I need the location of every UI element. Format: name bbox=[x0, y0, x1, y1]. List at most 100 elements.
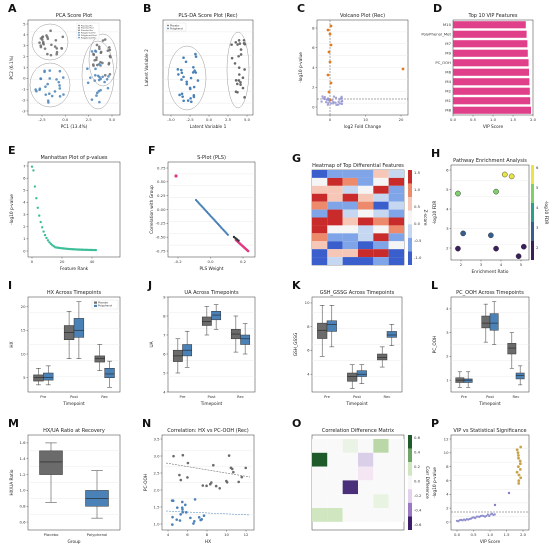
heatmap-cell bbox=[312, 193, 328, 202]
vip-feature-label: PolyPhenol_Met bbox=[421, 32, 451, 37]
x-tick-label: 2 bbox=[460, 262, 463, 267]
panel-D-title: Top 10 VIP Features bbox=[468, 13, 518, 19]
score-point-polyphenol bbox=[192, 66, 195, 69]
volcano-point-ns bbox=[329, 102, 333, 105]
legend-marker bbox=[167, 24, 169, 27]
heatmap-cell bbox=[358, 193, 374, 202]
colorbar: 6 5 4 3 2 -log10 FDR bbox=[531, 165, 549, 260]
y-tick-label: 9 bbox=[163, 294, 166, 299]
score-point-placebo bbox=[243, 96, 246, 99]
x-tick-label: Post bbox=[208, 394, 216, 399]
heatmap-cell bbox=[342, 185, 358, 194]
score-point bbox=[38, 87, 42, 90]
x-tick-label: 0 bbox=[329, 117, 332, 122]
heatmap-cell bbox=[312, 233, 328, 242]
matrix-cell bbox=[358, 480, 374, 495]
score-point bbox=[48, 77, 52, 80]
x-tick-label: 4 bbox=[500, 262, 503, 267]
heatmap-cell bbox=[373, 209, 389, 218]
heatmap-cell bbox=[373, 217, 389, 226]
matrix-cell bbox=[342, 494, 358, 508]
score-point bbox=[60, 47, 64, 50]
colorbar-tick: 0.0 bbox=[414, 479, 421, 484]
y-tick-label: 6 bbox=[163, 351, 166, 356]
volcano-point-sig bbox=[326, 28, 330, 32]
score-point-placebo bbox=[234, 79, 238, 82]
y-tick-label: 2.5 bbox=[153, 470, 160, 475]
matrix-cell bbox=[388, 452, 404, 467]
y-tick-label: 7 bbox=[23, 163, 26, 168]
colorbar-segment bbox=[408, 224, 412, 238]
volcano-point-ns bbox=[340, 99, 344, 103]
legend-label: Polyphenol bbox=[98, 304, 112, 308]
matrix-cell bbox=[342, 452, 358, 467]
volcano-point-ns bbox=[321, 95, 324, 98]
splot-point bbox=[226, 233, 229, 236]
colorbar-label: Corr Difference bbox=[424, 466, 430, 499]
panel-B-ylabel: Latent Variable 2 bbox=[144, 49, 150, 86]
heatmap-cell bbox=[388, 217, 404, 226]
x-tick-label: 0.5 bbox=[470, 532, 477, 537]
y-tick-label: 3 bbox=[446, 330, 449, 335]
volcano-point-sig bbox=[401, 67, 405, 71]
x-tick-label: 1.5 bbox=[510, 117, 517, 122]
panel-H-xlabel: Enrichment Ratio bbox=[471, 269, 508, 275]
volcano-point-sig bbox=[327, 50, 331, 54]
x-tick-label: 0.0 bbox=[206, 117, 213, 122]
volcano-point-ns bbox=[337, 100, 340, 104]
score-point bbox=[55, 78, 58, 81]
y-tick-label: -3 bbox=[22, 108, 26, 113]
colorbar-tick: 3 bbox=[536, 225, 539, 230]
score-point bbox=[99, 60, 102, 64]
matrix-cell bbox=[312, 452, 328, 467]
y-tick-label: -0.75 bbox=[156, 248, 166, 253]
vip-bar bbox=[453, 106, 531, 114]
scatter-point-placebo bbox=[212, 463, 215, 467]
y-tick-label: 0 bbox=[312, 104, 315, 109]
score-point bbox=[107, 75, 110, 78]
x-tick-label: Placebo bbox=[44, 532, 60, 537]
box-iqr bbox=[240, 334, 251, 345]
score-point bbox=[53, 90, 57, 93]
panel-N-xlabel: HX bbox=[205, 539, 211, 545]
panel-letter-B: B bbox=[143, 2, 151, 15]
scatter-point-placebo bbox=[205, 484, 208, 488]
matrix-cell bbox=[373, 508, 389, 522]
panel-letter-N: N bbox=[142, 417, 151, 430]
heatmap-cell bbox=[373, 193, 389, 202]
score-point bbox=[49, 53, 53, 57]
scatter-point-placebo bbox=[227, 454, 231, 457]
colorbar-segment bbox=[408, 448, 412, 463]
manhattan-point bbox=[43, 233, 47, 237]
scatter-point-placebo bbox=[214, 484, 218, 488]
x-tick-label: -0.2 bbox=[174, 259, 182, 264]
x-tick-label: Polyphenol bbox=[87, 532, 108, 537]
panel-K: K GSH_GSSG Across Timepoints Timepoint GSH_… bbox=[292, 279, 403, 407]
vip-scatter-point-sig bbox=[518, 462, 522, 466]
heatmap-cell bbox=[312, 257, 328, 265]
panel-K-title: GSH_GSSG Across Timepoints bbox=[320, 290, 395, 296]
heatmap-cell bbox=[312, 249, 328, 258]
y-tick-label: 0 bbox=[23, 248, 26, 253]
scatter-point-polyphenol bbox=[179, 513, 182, 516]
y-tick-label: -0.25 bbox=[156, 221, 166, 226]
score-point bbox=[94, 50, 98, 53]
colorbar-segment bbox=[408, 183, 412, 198]
heatmap-cell bbox=[327, 217, 343, 226]
y-tick-label: 2 bbox=[446, 354, 449, 359]
scatter-point-polyphenol bbox=[178, 519, 182, 522]
box-iqr bbox=[73, 318, 85, 338]
scatter-point-polyphenol bbox=[175, 518, 179, 521]
colorbar-segment bbox=[531, 222, 534, 241]
box-iqr bbox=[463, 378, 473, 383]
colorbar-segment bbox=[408, 197, 412, 211]
matrix-cell bbox=[358, 494, 374, 508]
colorbar-segment bbox=[531, 165, 534, 184]
score-point-placebo bbox=[236, 43, 239, 46]
score-point-polyphenol bbox=[180, 71, 184, 75]
y-tick-label: 2 bbox=[23, 54, 26, 59]
panel-L-title: PC_OOH Across Timepoints bbox=[456, 290, 524, 296]
legend-marker bbox=[167, 27, 169, 30]
score-point-polyphenol bbox=[176, 68, 180, 71]
